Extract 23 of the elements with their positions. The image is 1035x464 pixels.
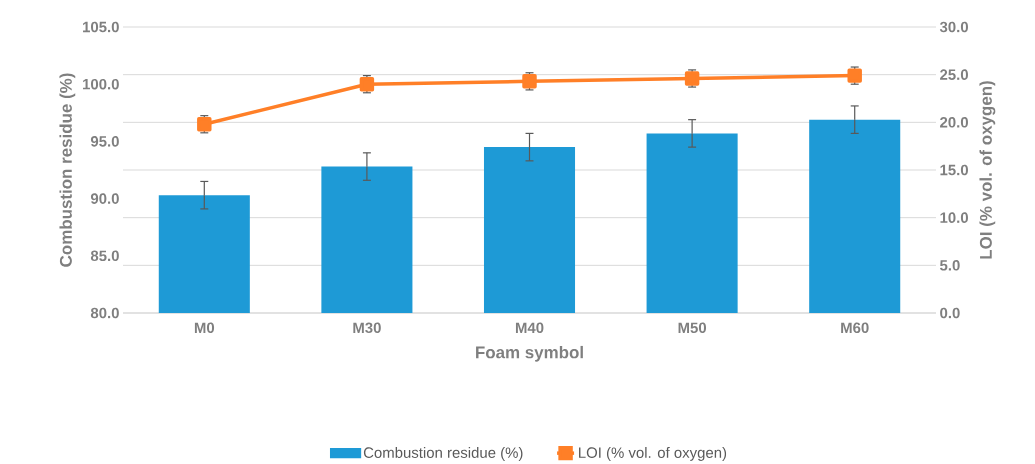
y-tick-label: 85.0 xyxy=(90,250,119,262)
x-axis-title: Foam symbol xyxy=(476,345,583,362)
y2-axis-title: LOI (% vol. of oxygen) xyxy=(979,81,996,259)
y-tick-label: 95.0 xyxy=(90,136,119,147)
legend-label: LOI (% vol. of oxygen) xyxy=(579,446,727,461)
y2-tick-label: 5.0 xyxy=(939,260,960,271)
y2-tick-label: 20.0 xyxy=(940,117,968,128)
y2-tick-label: 10.0 xyxy=(940,212,968,223)
x-tick-label: M50 xyxy=(678,322,707,334)
x-tick-label: M60 xyxy=(841,322,869,334)
y2-tick-label: 30.0 xyxy=(939,21,968,33)
y2-tick-label: 0.0 xyxy=(940,307,960,319)
x-tick-label: M30 xyxy=(353,322,381,334)
y-axis-title: Combustion residue (%) xyxy=(59,73,76,267)
legend-label: Combustion residue (%) xyxy=(363,446,523,461)
y2-tick-label: 15.0 xyxy=(940,164,968,176)
y-tick-label: 80.0 xyxy=(90,307,119,319)
x-tick-label: M40 xyxy=(515,322,544,334)
x-tick-label: M0 xyxy=(194,322,215,334)
y-tick-label: 100.0 xyxy=(83,78,119,90)
y-tick-label: 90.0 xyxy=(90,193,119,204)
y-tick-label: 105.0 xyxy=(83,21,119,33)
y2-tick-label: 25.0 xyxy=(940,69,968,80)
